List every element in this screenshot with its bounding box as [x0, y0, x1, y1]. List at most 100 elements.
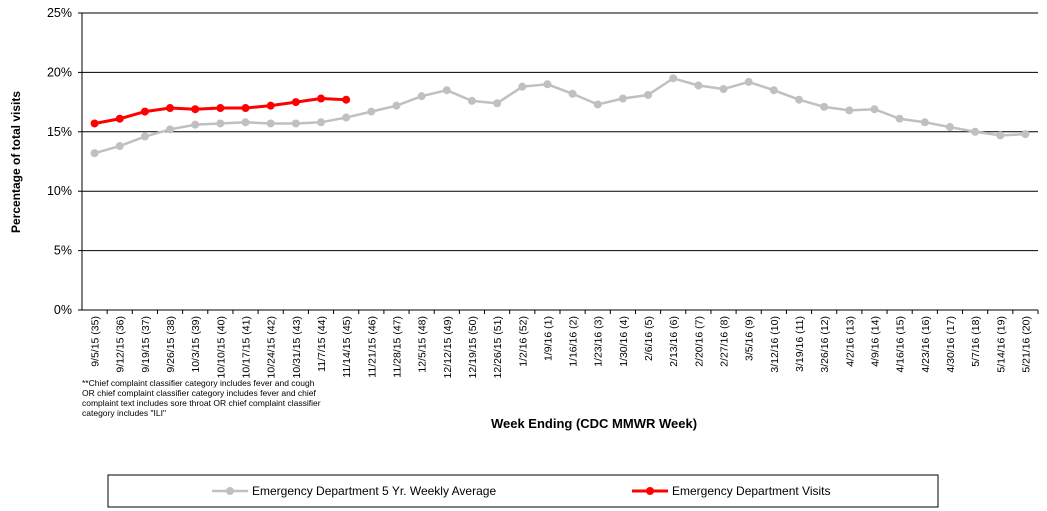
point — [166, 125, 175, 134]
x-tick-label: 5/14/16 (19) — [995, 316, 1007, 373]
point — [493, 99, 502, 108]
point — [291, 119, 300, 128]
x-tick-label: 3/12/16 (10) — [769, 316, 781, 373]
point — [90, 119, 99, 128]
x-tick-label: 1/2/16 (52) — [517, 316, 529, 367]
x-tick-label: 1/9/16 (1) — [542, 316, 554, 361]
point — [115, 114, 124, 123]
x-tick-label: 2/6/16 (5) — [643, 316, 655, 361]
point — [820, 102, 829, 111]
point — [518, 82, 527, 91]
x-tick-label: 4/9/16 (14) — [869, 316, 881, 367]
x-tick-label: 12/5/15 (48) — [417, 316, 429, 373]
x-tick-label: 3/19/16 (11) — [794, 316, 806, 372]
point — [191, 120, 200, 129]
x-tick-label: 10/3/15 (39) — [190, 316, 202, 373]
x-tick-label: 5/21/16 (20) — [1020, 316, 1032, 373]
point — [920, 118, 929, 127]
x-tick-label: 12/26/15 (51) — [492, 316, 504, 378]
note-line: **Chief complaint classifier category in… — [82, 378, 315, 388]
point — [367, 107, 376, 116]
x-tick-label: 2/13/16 (6) — [668, 316, 680, 367]
point — [166, 104, 175, 113]
point — [568, 89, 577, 98]
y-tick-label: 10% — [47, 184, 72, 198]
note-line: OR chief complaint classifier category i… — [82, 388, 316, 398]
note-line: category includes "ILI" — [82, 408, 166, 418]
point — [115, 142, 124, 151]
y-tick-label: 0% — [54, 303, 72, 317]
point — [392, 101, 401, 110]
point — [769, 86, 778, 95]
point — [317, 118, 325, 127]
point — [417, 92, 426, 101]
point — [845, 106, 854, 115]
x-tick-label: 12/12/15 (49) — [442, 316, 454, 378]
x-tick-label: 10/31/15 (43) — [291, 316, 303, 378]
x-tick-label: 1/16/16 (2) — [568, 316, 580, 367]
x-tick-label: 2/27/16 (8) — [719, 316, 731, 367]
point — [593, 100, 602, 109]
point — [719, 85, 728, 94]
point — [1021, 130, 1030, 139]
y-tick-label: 20% — [47, 65, 72, 79]
x-tick-label: 12/19/15 (50) — [467, 316, 479, 378]
note-line: complaint text includes sore throat OR c… — [82, 398, 321, 408]
y-tick-label: 25% — [47, 6, 72, 20]
point — [543, 80, 552, 89]
x-tick-label: 11/21/15 (46) — [366, 316, 378, 378]
point — [266, 119, 275, 128]
y-tick-label: 5% — [54, 244, 72, 258]
y-tick-label: 15% — [47, 125, 72, 139]
x-tick-label: 9/26/15 (38) — [165, 316, 177, 373]
point — [618, 94, 627, 103]
point — [895, 114, 904, 123]
legend-box — [107, 474, 939, 508]
legend-label: Emergency Department Visits — [672, 484, 831, 498]
point — [291, 98, 300, 107]
point — [342, 113, 351, 122]
x-tick-label: 11/14/15 (45) — [341, 316, 353, 378]
point — [870, 105, 879, 114]
x-tick-label: 4/30/16 (17) — [945, 316, 957, 373]
x-tick-label: 10/17/15 (41) — [241, 316, 253, 378]
x-tick-label: 3/5/16 (9) — [744, 316, 756, 361]
x-tick-label: 4/23/16 (16) — [920, 316, 932, 373]
point — [90, 149, 99, 158]
point — [644, 90, 653, 99]
legend-marker — [646, 487, 654, 495]
point — [996, 131, 1005, 140]
point — [467, 96, 476, 105]
point — [241, 118, 250, 127]
point — [342, 95, 351, 104]
x-tick-label: 4/2/16 (13) — [844, 316, 856, 367]
x-tick-label: 9/5/15 (35) — [90, 316, 102, 367]
point — [140, 107, 149, 116]
x-tick-label: 9/12/15 (36) — [115, 316, 127, 373]
x-tick-label: 2/20/16 (7) — [693, 316, 705, 367]
point — [971, 127, 980, 136]
x-axis-title: Week Ending (CDC MMWR Week) — [491, 416, 697, 431]
point — [694, 81, 703, 90]
point — [669, 74, 678, 83]
x-tick-label: 10/10/15 (40) — [215, 316, 227, 378]
point — [945, 123, 954, 132]
point — [744, 77, 753, 86]
x-tick-label: 1/30/16 (4) — [618, 316, 630, 367]
legend-marker — [226, 487, 234, 495]
x-tick-label: 9/19/15 (37) — [140, 316, 152, 373]
point — [317, 94, 325, 103]
point — [442, 86, 451, 95]
point — [266, 101, 275, 110]
point — [216, 104, 225, 113]
x-tick-label: 3/26/16 (12) — [819, 316, 831, 373]
x-tick-label: 5/7/16 (18) — [970, 316, 982, 367]
y-axis-title: Percentage of total visits — [9, 91, 23, 233]
x-tick-label: 11/7/15 (44) — [316, 316, 328, 372]
x-tick-label: 1/23/16 (3) — [593, 316, 605, 367]
series-line — [94, 76, 1026, 155]
x-tick-label: 4/16/16 (15) — [895, 316, 907, 373]
note: **Chief complaint classifier category in… — [82, 378, 321, 418]
